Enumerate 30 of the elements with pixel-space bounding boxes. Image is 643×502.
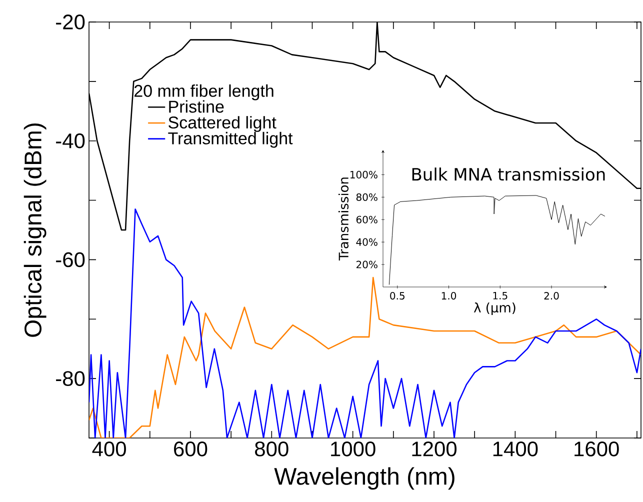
- y-tick-label: 20%: [356, 260, 378, 268]
- y-tick-label: -80: [56, 371, 85, 386]
- y-tick-label: 80%: [356, 193, 378, 201]
- y-tick-label: -60: [56, 252, 85, 268]
- y-axis-title: Optical signal (dBm): [24, 123, 46, 337]
- legend-label: Scattered light: [168, 116, 276, 132]
- legend-label: Pristine: [169, 100, 224, 113]
- x-tick-label: 1.5: [493, 292, 508, 300]
- x-axis-title: λ (µm): [474, 302, 516, 316]
- legend-label: Transmitted light: [168, 132, 293, 148]
- x-tick-label: 1200: [412, 442, 457, 456]
- text: Bulk MNA transmission: [412, 168, 605, 181]
- x-axis-title: Wavelength (nm): [274, 467, 454, 490]
- x-tick-label: 800: [255, 442, 288, 456]
- x-tick-label: 1400: [493, 442, 538, 456]
- x-tick-label: 0.5: [390, 292, 404, 300]
- x-tick-label: 1600: [574, 442, 619, 456]
- y-tick-label: 60%: [356, 216, 378, 224]
- x-tick-label: 2.0: [544, 292, 559, 300]
- x-tick-label: 1000: [331, 442, 376, 456]
- x-tick-label: 600: [174, 442, 208, 456]
- y-axis-title: Transmission: [338, 178, 349, 261]
- legend-title: 20 mm fiber length: [134, 84, 274, 100]
- y-tick-label: 40%: [356, 238, 378, 246]
- x-tick-label: 400: [92, 442, 126, 456]
- y-tick-label: -20: [56, 14, 85, 30]
- y-tick-label: -40: [56, 133, 85, 148]
- y-tick-label: 100%: [350, 170, 378, 178]
- x-tick-label: 1.0: [442, 292, 456, 300]
- line-series: [388, 195, 606, 285]
